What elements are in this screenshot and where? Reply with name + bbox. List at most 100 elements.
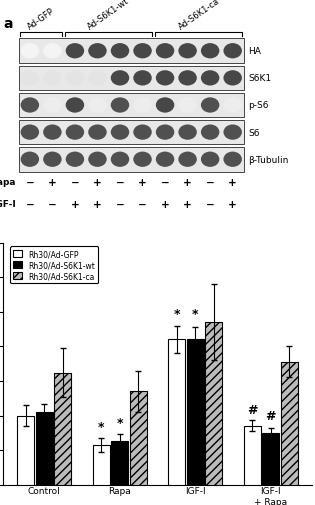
Bar	[19, 93, 244, 118]
Text: −: −	[206, 199, 215, 210]
Ellipse shape	[111, 125, 129, 140]
Text: −: −	[48, 199, 57, 210]
Text: Ad-S6K1-wt: Ad-S6K1-wt	[86, 0, 131, 31]
Ellipse shape	[201, 71, 219, 86]
Text: −: −	[116, 199, 124, 210]
Ellipse shape	[111, 44, 129, 59]
Bar	[111, 441, 128, 485]
Bar	[19, 66, 244, 91]
Ellipse shape	[223, 44, 242, 59]
Text: S6: S6	[249, 128, 260, 137]
Bar	[281, 362, 298, 485]
Ellipse shape	[178, 71, 197, 86]
Bar	[19, 39, 244, 64]
Bar	[19, 147, 244, 172]
Text: +: +	[161, 199, 169, 210]
Text: +: +	[183, 199, 192, 210]
Text: Ad-GFP: Ad-GFP	[26, 6, 56, 31]
Text: *: *	[192, 308, 198, 321]
Ellipse shape	[201, 98, 219, 114]
Ellipse shape	[156, 125, 174, 140]
Ellipse shape	[20, 44, 39, 59]
Ellipse shape	[43, 153, 62, 168]
Ellipse shape	[43, 98, 62, 114]
Text: *: *	[117, 416, 123, 429]
Ellipse shape	[133, 71, 152, 86]
Text: Rapa: Rapa	[0, 178, 15, 187]
Ellipse shape	[178, 153, 197, 168]
Ellipse shape	[88, 71, 107, 86]
Text: −: −	[138, 199, 147, 210]
Text: #: #	[266, 410, 276, 423]
Text: +: +	[93, 177, 102, 187]
Ellipse shape	[88, 98, 107, 114]
Ellipse shape	[20, 125, 39, 140]
Ellipse shape	[43, 44, 62, 59]
Ellipse shape	[66, 153, 84, 168]
Ellipse shape	[66, 125, 84, 140]
Ellipse shape	[178, 44, 197, 59]
Ellipse shape	[178, 98, 197, 114]
Bar	[168, 340, 186, 485]
Ellipse shape	[66, 44, 84, 59]
Text: *: *	[174, 308, 180, 321]
Text: +: +	[48, 177, 57, 187]
Ellipse shape	[133, 153, 152, 168]
Ellipse shape	[43, 71, 62, 86]
Text: IGF-I: IGF-I	[0, 200, 15, 209]
Ellipse shape	[111, 153, 129, 168]
Ellipse shape	[20, 71, 39, 86]
Bar	[205, 323, 222, 485]
Text: +: +	[93, 199, 102, 210]
Ellipse shape	[111, 71, 129, 86]
Ellipse shape	[178, 125, 197, 140]
Ellipse shape	[156, 71, 174, 86]
Ellipse shape	[223, 153, 242, 168]
Ellipse shape	[111, 98, 129, 114]
Bar	[36, 412, 53, 485]
Bar	[19, 121, 244, 145]
Text: +: +	[228, 199, 237, 210]
Legend: Rh30/Ad-GFP, Rh30/Ad-S6K1-wt, Rh30/Ad-S6K1-ca: Rh30/Ad-GFP, Rh30/Ad-S6K1-wt, Rh30/Ad-S6…	[10, 247, 98, 284]
Text: a: a	[3, 17, 13, 31]
Text: *: *	[98, 420, 105, 433]
Text: +: +	[183, 177, 192, 187]
Text: +: +	[228, 177, 237, 187]
Text: −: −	[161, 177, 169, 187]
Bar	[54, 373, 71, 485]
Ellipse shape	[156, 98, 174, 114]
Ellipse shape	[133, 98, 152, 114]
Text: −: −	[206, 177, 215, 187]
Text: HA: HA	[249, 47, 261, 56]
Bar	[17, 416, 34, 485]
Ellipse shape	[223, 71, 242, 86]
Ellipse shape	[88, 125, 107, 140]
Ellipse shape	[133, 125, 152, 140]
Bar	[262, 433, 279, 485]
Ellipse shape	[223, 98, 242, 114]
Ellipse shape	[66, 71, 84, 86]
Bar	[93, 445, 110, 485]
Ellipse shape	[156, 153, 174, 168]
Ellipse shape	[66, 98, 84, 114]
Text: +: +	[138, 177, 147, 187]
Ellipse shape	[88, 44, 107, 59]
Text: +: +	[71, 199, 79, 210]
Bar	[244, 426, 261, 485]
Text: β-Tubulin: β-Tubulin	[249, 156, 289, 165]
Bar	[187, 340, 204, 485]
Text: #: #	[247, 403, 258, 416]
Ellipse shape	[201, 153, 219, 168]
Text: S6K1: S6K1	[249, 74, 272, 83]
Text: −: −	[26, 177, 34, 187]
Ellipse shape	[201, 44, 219, 59]
Ellipse shape	[88, 153, 107, 168]
Text: p-S6: p-S6	[249, 102, 269, 110]
Ellipse shape	[133, 44, 152, 59]
Text: −: −	[26, 199, 34, 210]
Ellipse shape	[156, 44, 174, 59]
Text: −: −	[71, 177, 79, 187]
Ellipse shape	[20, 153, 39, 168]
Ellipse shape	[43, 125, 62, 140]
Ellipse shape	[223, 125, 242, 140]
